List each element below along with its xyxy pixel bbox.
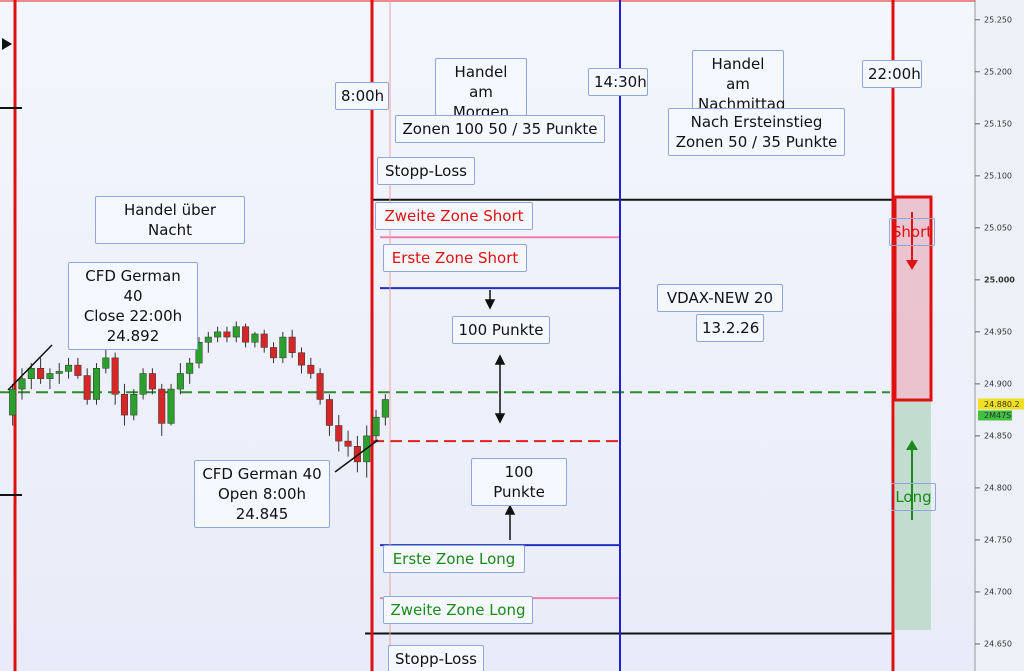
annotation: 14:30h — [588, 68, 648, 96]
annotation: Nach Ersteinstieg Zonen 50 / 35 Punkte — [668, 108, 845, 156]
candle-body — [186, 362, 194, 374]
candle-body — [176, 373, 184, 390]
price-axis — [975, 0, 1024, 671]
candle-body — [297, 352, 305, 366]
candle-body — [83, 375, 91, 400]
y-tick-label: 25.200 — [984, 67, 1012, 76]
candle-body — [93, 368, 101, 400]
annotation: 100 Punkte — [452, 316, 550, 344]
pointer — [334, 439, 379, 473]
axis-ticks: 25.250 25.200 25.150 25.100 25.050 25.000 24.9… — [975, 15, 1024, 648]
annotation: Zonen 100 50 / 35 Punkte — [395, 115, 605, 143]
candle-body — [37, 368, 45, 379]
annotation: CFD German 40 Open 8:00h 24.845 — [194, 460, 330, 528]
y-tick-label: 24.750 — [984, 535, 1012, 544]
candle-body — [381, 399, 389, 418]
annotation: Erste Zone Long — [383, 545, 525, 573]
candle-body — [242, 326, 250, 343]
annotation: 100 Punkte — [471, 458, 567, 506]
candle-body — [232, 326, 240, 338]
timer: 2M47S — [984, 411, 1011, 420]
price-marker — [978, 398, 1024, 410]
y-tick-label: 25.100 — [984, 171, 1012, 180]
short-outline — [893, 195, 933, 402]
candle-body — [288, 336, 296, 353]
candle-body — [214, 331, 222, 338]
candle-body — [167, 388, 175, 424]
candle-body — [27, 368, 35, 379]
candle-body — [335, 425, 343, 442]
annotation: Short — [889, 218, 935, 246]
y-tick-label: 24.950 — [984, 327, 1012, 336]
y-tick-label: 24.700 — [984, 587, 1012, 596]
candle-body — [279, 336, 287, 359]
candle-body — [316, 373, 324, 400]
candle-body — [223, 331, 231, 338]
pointer — [7, 344, 53, 391]
candle-body — [9, 388, 17, 416]
candle-body — [139, 373, 147, 395]
candle-body — [270, 347, 278, 359]
arrows — [7, 290, 516, 540]
annotation: 22:00h — [862, 60, 922, 88]
candle-body — [102, 357, 110, 369]
marker — [2, 38, 12, 50]
candle-body — [74, 364, 82, 376]
annotation: Erste Zone Short — [383, 244, 527, 272]
candle-body — [307, 364, 315, 374]
candle-body — [325, 399, 333, 426]
candle-body — [46, 373, 54, 379]
candle-body — [120, 394, 128, 416]
candle-body — [260, 333, 268, 348]
y-tick-label: 25.150 — [984, 119, 1012, 128]
candle-body — [111, 357, 119, 395]
candle-body — [344, 440, 352, 447]
y-tick-label: 24.800 — [984, 483, 1012, 492]
annotation: Zweite Zone Long — [383, 596, 533, 624]
y-tick-label: 25.000 — [984, 275, 1015, 284]
y-tick-label: 24.850 — [984, 431, 1012, 440]
annotation: Stopp-Loss — [377, 157, 475, 185]
annotation: Handel am Morgen — [435, 58, 527, 126]
y-tick-label: 25.050 — [984, 223, 1012, 232]
candle-body — [158, 388, 166, 424]
y-tick-label: 25.250 — [984, 15, 1012, 24]
candle-body — [353, 446, 361, 463]
candle-body — [55, 371, 63, 374]
candle-body — [18, 378, 26, 390]
candle-body — [195, 342, 203, 364]
annotation: Handel über Nacht — [95, 196, 245, 244]
candle-body — [130, 394, 138, 416]
annotation: Stopp-Loss — [388, 645, 484, 671]
annotation: Long — [891, 483, 936, 511]
y-tick-label: 24.650 — [984, 639, 1012, 648]
candle-body — [204, 336, 212, 343]
candles — [9, 321, 389, 478]
candle-body — [148, 373, 156, 390]
annotation: VDAX-NEW 20 — [657, 284, 783, 312]
y-tick-label: 24.900 — [984, 379, 1012, 388]
price-label: 24.880.2 — [984, 400, 1020, 409]
candle-body — [251, 333, 259, 343]
annotation: 13.2.26 — [696, 314, 764, 342]
candle-body — [372, 416, 380, 437]
annotation: Zweite Zone Short — [375, 202, 533, 230]
annotation: 8:00h — [335, 82, 389, 110]
candle-body — [65, 364, 73, 372]
annotation: CFD German 40 Close 22:00h 24.892 — [68, 262, 198, 350]
timer-box — [978, 410, 1012, 421]
zone-arrows — [906, 212, 918, 520]
